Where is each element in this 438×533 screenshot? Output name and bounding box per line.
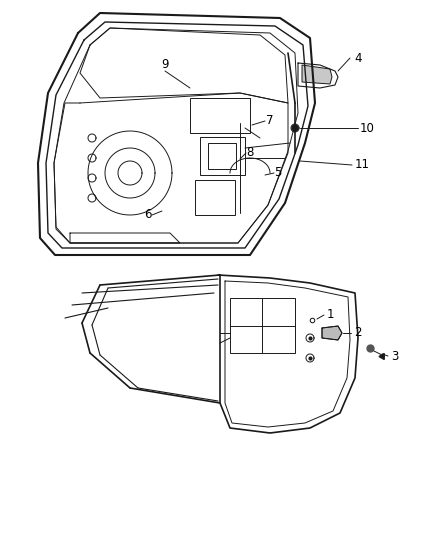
Text: 9: 9: [161, 59, 169, 71]
Text: 2: 2: [354, 327, 362, 340]
Text: 3: 3: [391, 350, 399, 362]
Bar: [195, 180, 235, 215]
Text: 7: 7: [266, 115, 274, 127]
Bar: [190, 98, 250, 133]
Text: 1: 1: [326, 309, 334, 321]
Text: 11: 11: [355, 158, 370, 172]
Bar: [200, 137, 245, 175]
Polygon shape: [322, 326, 342, 340]
Text: 8: 8: [246, 147, 254, 159]
Bar: [230, 298, 295, 353]
Text: 4: 4: [354, 52, 362, 64]
Text: 5: 5: [274, 166, 282, 180]
Polygon shape: [292, 125, 298, 131]
Bar: [208, 143, 236, 169]
Text: 6: 6: [144, 208, 152, 222]
Polygon shape: [302, 65, 332, 84]
Text: 10: 10: [360, 122, 375, 134]
